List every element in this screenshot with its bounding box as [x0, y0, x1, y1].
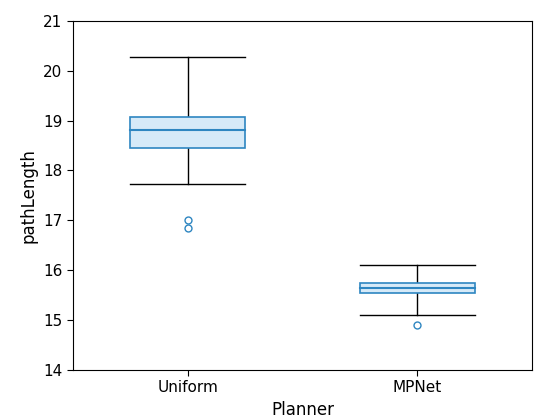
Bar	[130, 117, 245, 148]
X-axis label: Planner: Planner	[271, 401, 334, 419]
Y-axis label: pathLength: pathLength	[20, 148, 38, 243]
Bar	[360, 284, 475, 294]
